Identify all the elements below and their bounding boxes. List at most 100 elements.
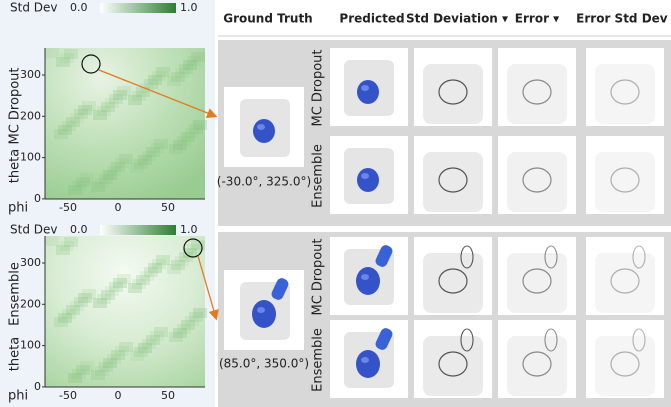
sketch bbox=[632, 328, 646, 352]
view-label: (-30.0°, 325.0°) bbox=[217, 175, 311, 189]
cell bbox=[414, 48, 492, 126]
heatmap-patch bbox=[97, 294, 111, 304]
heatmap-patch bbox=[142, 339, 156, 349]
blob bbox=[253, 119, 275, 143]
heatmap-patch bbox=[115, 346, 129, 356]
blob bbox=[357, 168, 379, 192]
shadow bbox=[423, 64, 483, 124]
heatmap-patch bbox=[152, 259, 166, 269]
heatmap-patch bbox=[117, 86, 131, 96]
heatmap-patch bbox=[99, 362, 113, 372]
heatmap-patch bbox=[113, 278, 127, 288]
cell bbox=[586, 237, 664, 315]
heatmap-patch bbox=[187, 244, 201, 254]
sketch bbox=[610, 351, 640, 377]
heatmap-patch bbox=[82, 101, 96, 111]
heatmap-patch bbox=[70, 113, 84, 123]
sketch bbox=[460, 245, 474, 269]
blob bbox=[252, 300, 276, 328]
view-label: (85.0°, 350.0°) bbox=[219, 357, 309, 371]
heatmap-patch bbox=[130, 163, 144, 173]
heatmap-patch bbox=[185, 316, 199, 326]
heatmap-patch bbox=[82, 289, 96, 299]
heatmap-patch bbox=[66, 305, 80, 315]
blob bbox=[356, 350, 380, 378]
heatmap-patch bbox=[54, 317, 68, 327]
cell bbox=[586, 136, 664, 214]
heatmap-patch bbox=[140, 83, 154, 93]
heatmap-patch bbox=[68, 185, 82, 195]
heatmap-patch bbox=[105, 286, 119, 296]
heatmap-patch bbox=[193, 120, 207, 130]
shadow bbox=[423, 336, 483, 396]
heatmap-patch bbox=[132, 91, 146, 101]
heatmap-patch bbox=[117, 274, 131, 284]
heatmap-patch bbox=[113, 90, 127, 100]
heatmap-patch bbox=[179, 252, 193, 262]
bottle bbox=[375, 328, 393, 350]
selection-circle bbox=[81, 54, 101, 74]
row-label: MC Dropout bbox=[311, 239, 326, 316]
heatmap-patch bbox=[45, 48, 59, 58]
sketch bbox=[632, 245, 646, 269]
heatmap-patch bbox=[191, 240, 205, 250]
column-header: Std Deviation ▾ bbox=[406, 12, 508, 26]
cell bbox=[586, 48, 664, 126]
colorbar-max: 1.0 bbox=[180, 223, 198, 236]
column-header: Error Std Dev ▾ bbox=[576, 12, 671, 26]
heatmap-patch bbox=[167, 264, 181, 274]
colorbar-min: 0.0 bbox=[70, 223, 88, 236]
y-tick-label: 200 bbox=[20, 297, 41, 310]
heatmap-patch bbox=[183, 248, 197, 258]
heatmap-patch bbox=[74, 109, 88, 119]
sketch bbox=[522, 167, 552, 193]
shadow bbox=[595, 336, 655, 396]
shadow bbox=[423, 253, 483, 313]
heatmap-patch bbox=[167, 76, 181, 86]
y-axis-label: theta bbox=[8, 337, 23, 371]
heatmap-patch bbox=[138, 343, 152, 353]
heatmap-patch bbox=[136, 87, 150, 97]
blob-hi bbox=[361, 357, 369, 363]
row-label: Ensemble bbox=[311, 328, 326, 392]
heatmap-patch bbox=[150, 331, 164, 341]
y-tick-label: 100 bbox=[20, 339, 41, 352]
shadow bbox=[595, 152, 655, 212]
cell bbox=[414, 320, 492, 398]
x-tick-label: 0 bbox=[115, 389, 122, 402]
heatmap-patch bbox=[156, 255, 170, 265]
sketch bbox=[438, 79, 468, 105]
cell bbox=[498, 237, 576, 315]
heatmap-patch bbox=[130, 351, 144, 361]
heatmap-patch bbox=[101, 290, 115, 300]
render bbox=[357, 168, 379, 192]
heatmap-patch bbox=[150, 143, 164, 153]
blob bbox=[356, 267, 380, 295]
heatmap-patch bbox=[107, 354, 121, 364]
heatmap-patch bbox=[138, 155, 152, 165]
colorbar bbox=[100, 3, 176, 13]
sketch bbox=[460, 328, 474, 352]
blob bbox=[357, 80, 379, 104]
heatmap-patch bbox=[91, 370, 105, 380]
colorbar-label: Std Dev bbox=[10, 223, 57, 237]
heatmap-patch bbox=[148, 75, 162, 85]
shadow bbox=[507, 64, 567, 124]
heatmap-patch bbox=[169, 144, 183, 154]
heatmap-patch bbox=[78, 293, 92, 303]
link-arrow bbox=[197, 255, 219, 321]
heatmap-patch bbox=[76, 177, 90, 187]
selection-circle bbox=[183, 238, 203, 258]
heatmap-patch bbox=[95, 366, 109, 376]
heatmap-patch bbox=[183, 60, 197, 70]
shadow bbox=[595, 64, 655, 124]
heatmap-patch bbox=[101, 102, 115, 112]
heatmap-patch bbox=[107, 166, 121, 176]
shadow bbox=[595, 253, 655, 313]
heatmap-patch bbox=[146, 335, 160, 345]
cell bbox=[498, 136, 576, 214]
heatmap-patch bbox=[187, 56, 201, 66]
heatmap-patch bbox=[66, 117, 80, 127]
x-tick-label: -50 bbox=[59, 201, 77, 214]
